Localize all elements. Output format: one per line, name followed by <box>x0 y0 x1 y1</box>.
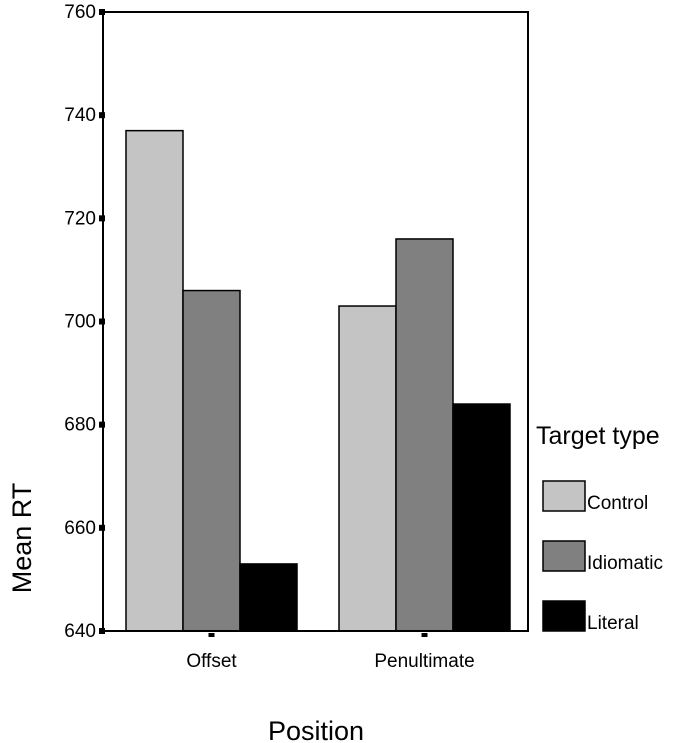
y-tick-label: 760 <box>64 2 96 23</box>
legend-label-literal: Literal <box>587 613 639 634</box>
y-tick-mark <box>99 215 105 222</box>
y-tick-label: 640 <box>64 621 96 642</box>
y-tick-mark <box>99 628 105 634</box>
y-axis-title: Mean RT <box>7 483 37 594</box>
y-tick-mark <box>99 318 105 325</box>
legend: Target type Control Idiomatic Literal <box>536 422 663 634</box>
y-tick-label: 740 <box>64 105 96 126</box>
bar-offset-literal <box>239 563 298 632</box>
x-axis-ticks: Offset Penultimate <box>186 633 475 672</box>
y-tick-mark <box>99 112 105 119</box>
legend-swatch-control <box>542 480 586 512</box>
x-tick-label-offset: Offset <box>186 651 237 672</box>
bar-penultimate-idiomatic <box>395 238 454 632</box>
y-tick-label: 700 <box>64 312 96 333</box>
legend-swatch-idiomatic <box>542 540 586 572</box>
y-tick-label: 720 <box>64 208 96 229</box>
x-tick-mark <box>208 633 215 637</box>
bar-penultimate-control <box>338 305 397 632</box>
bar-penultimate-literal <box>452 403 511 632</box>
y-axis-ticks: 640 660 680 700 720 740 760 <box>64 2 105 642</box>
legend-title: Target type <box>536 422 660 450</box>
bar-offset-control <box>125 129 184 632</box>
x-tick-mark <box>421 633 428 637</box>
x-axis-title: Position <box>268 716 364 743</box>
x-tick-label-penultimate: Penultimate <box>374 651 474 672</box>
y-tick-mark <box>99 524 105 531</box>
y-tick-label: 680 <box>64 415 96 436</box>
legend-label-idiomatic: Idiomatic <box>587 553 663 574</box>
y-tick-label: 660 <box>64 518 96 539</box>
y-tick-mark <box>99 421 105 428</box>
y-tick-mark <box>99 9 105 15</box>
bar-offset-idiomatic <box>182 289 241 632</box>
bars-layer <box>125 129 511 632</box>
legend-swatch-literal <box>542 600 586 632</box>
legend-label-control: Control <box>587 493 648 514</box>
